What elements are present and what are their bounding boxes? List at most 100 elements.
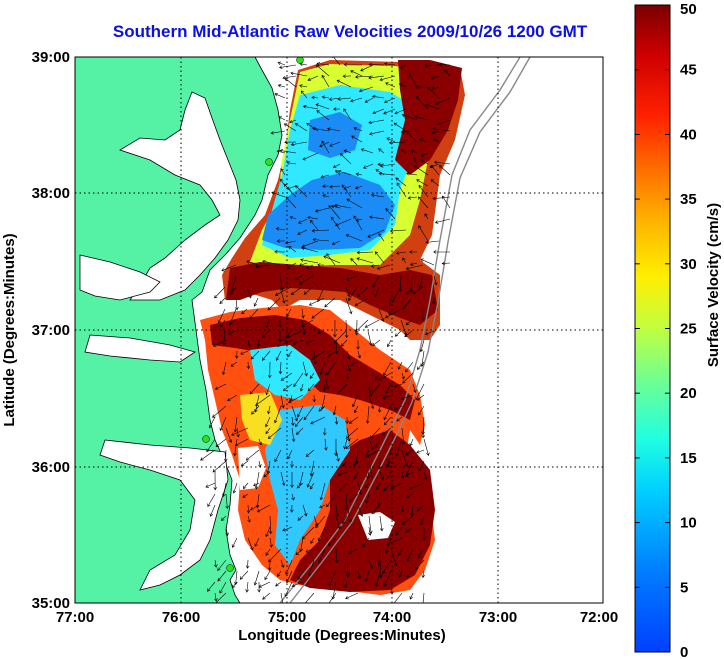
vector-arrow [320, 174, 330, 179]
vector-arrow [312, 126, 330, 132]
vector-arrow [290, 472, 294, 488]
vector-arrow [420, 515, 425, 526]
vector-arrow [301, 319, 307, 336]
x-tick-label: 72:00 [580, 609, 618, 626]
vector-arrow [309, 482, 315, 490]
vector-arrow [400, 149, 407, 154]
vector-arrow [424, 330, 435, 336]
vector-arrow [364, 319, 380, 328]
vector-arrow [209, 504, 216, 517]
vector-arrow [423, 471, 428, 481]
vector-arrow [368, 394, 375, 410]
vector-arrow [408, 482, 425, 491]
vector-arrow [221, 361, 227, 376]
vector-arrow [225, 427, 233, 443]
vector-arrow [378, 559, 383, 579]
vector-arrow [390, 548, 398, 567]
vector-arrow [227, 330, 237, 335]
vector-arrow [307, 215, 319, 220]
vector-arrow [409, 275, 414, 294]
vector-arrow [408, 73, 418, 88]
vector-arrow [430, 164, 440, 176]
vector-arrow [282, 75, 297, 80]
vector-arrow [319, 141, 330, 148]
vector-arrow [398, 83, 407, 88]
vector-arrow [250, 350, 260, 360]
vector-arrow [383, 361, 392, 377]
vector-arrow [290, 286, 303, 295]
vector-arrow [256, 504, 271, 513]
vector-arrow [412, 286, 424, 295]
vector-arrow [372, 94, 385, 99]
vector-arrow [346, 504, 352, 523]
vector-arrow [430, 179, 440, 187]
vector-arrow [431, 297, 436, 305]
vector-arrow [397, 361, 403, 370]
vector-arrow [355, 319, 369, 333]
vector-arrow [357, 570, 361, 580]
vector-arrow [280, 559, 285, 568]
vector-arrow [379, 471, 384, 481]
vector-arrow [311, 308, 325, 319]
vector-arrow [409, 250, 417, 254]
vector-arrow [241, 308, 248, 315]
station-marker [202, 435, 210, 443]
vector-arrow [377, 162, 385, 167]
vector-arrow [418, 275, 424, 289]
vector-arrow [255, 493, 260, 509]
vector-arrow [326, 361, 337, 376]
vector-arrow [351, 135, 363, 143]
vector-arrow [265, 548, 271, 556]
vector-arrow [356, 286, 369, 297]
vector-arrow [418, 405, 425, 416]
vector-arrow [344, 319, 349, 339]
vector-arrow [234, 350, 239, 359]
vector-arrow [299, 84, 308, 88]
vector-arrow [399, 64, 407, 69]
vector-arrow [368, 438, 374, 451]
vector-arrow [337, 170, 352, 176]
vector-arrow [364, 482, 370, 489]
vector-arrow [369, 215, 385, 220]
vector-arrow [279, 275, 284, 291]
vector-arrow [366, 449, 381, 458]
vector-arrow [376, 264, 391, 270]
vector-arrow [352, 460, 359, 466]
vector-arrow [364, 570, 370, 582]
vector-arrow [385, 537, 392, 554]
vector-arrow [382, 559, 392, 575]
vector-arrow [395, 177, 407, 187]
vector-arrow [305, 449, 315, 457]
vector-arrow [335, 449, 340, 462]
vector-arrow [394, 330, 402, 337]
vector-arrow [303, 405, 315, 421]
vector-arrow [300, 90, 308, 99]
vector-arrow [277, 84, 286, 88]
x-axis: 77:00 76:00 75:00 74:00 73:00 72:00 Long… [56, 609, 618, 644]
vector-arrow [302, 526, 315, 540]
vector-arrow [335, 218, 352, 227]
vector-arrow [315, 64, 330, 77]
vector-arrow [305, 264, 314, 269]
vector-arrow [438, 165, 451, 176]
vector-arrow [382, 394, 392, 400]
vector-arrow [335, 515, 341, 530]
vector-arrow [406, 130, 418, 143]
coastal-stations [202, 57, 304, 572]
vector-arrow [357, 504, 364, 517]
vector-arrow [371, 193, 385, 198]
vector-arrow [349, 493, 359, 503]
vector-arrow [371, 504, 381, 515]
vector-arrow [286, 330, 303, 339]
vector-arrow [299, 383, 304, 392]
vector-arrow [290, 71, 308, 77]
vector-arrow [353, 127, 363, 132]
vector-arrow [255, 394, 271, 406]
vector-arrow [337, 471, 348, 477]
vector-arrow [316, 62, 330, 66]
vector-arrow [283, 123, 297, 132]
vector-arrow [322, 194, 330, 198]
vector-arrow [352, 394, 359, 408]
vector-arrow [233, 438, 238, 457]
